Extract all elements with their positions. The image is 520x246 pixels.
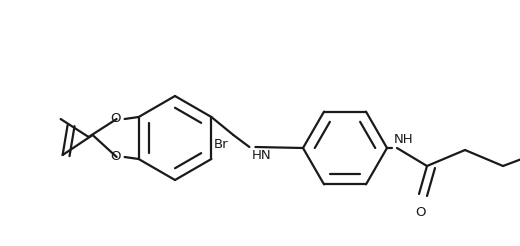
Text: Br: Br [213,138,228,151]
Text: NH: NH [394,133,413,146]
Text: O: O [416,206,426,219]
Text: O: O [110,151,121,164]
Text: HN: HN [251,149,271,162]
Text: O: O [110,112,121,125]
